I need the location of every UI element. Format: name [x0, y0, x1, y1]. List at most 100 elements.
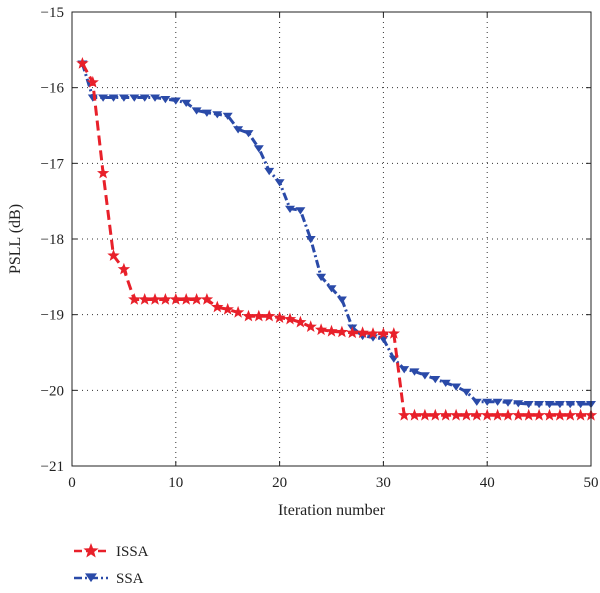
data-point-ssa	[212, 111, 223, 119]
data-point-issa	[501, 408, 515, 421]
y-tick-label: −15	[41, 5, 64, 21]
data-point-ssa	[170, 97, 181, 105]
legend-marker-issa	[83, 543, 99, 558]
data-point-ssa	[544, 401, 555, 409]
legend-marker-ssa	[85, 573, 97, 583]
data-point-ssa	[139, 94, 150, 102]
data-point-issa	[429, 408, 442, 421]
data-point-issa	[128, 293, 141, 305]
y-tick-label: −17	[41, 156, 65, 172]
data-point-issa	[314, 323, 328, 336]
data-point-issa	[273, 311, 286, 323]
data-point-issa	[491, 408, 504, 421]
series-issa	[76, 57, 598, 421]
axis-ticks: 0 10 20 30 40 50 −15 −16 −17 −18 −19 −20 −21	[41, 5, 599, 491]
data-point-issa	[211, 300, 224, 313]
data-point-ssa	[409, 368, 420, 376]
data-point-ssa	[118, 94, 129, 102]
data-point-ssa	[461, 388, 472, 397]
data-point-ssa	[233, 126, 244, 134]
data-point-ssa	[565, 401, 576, 409]
data-point-issa	[86, 75, 99, 88]
data-point-issa	[169, 293, 182, 305]
data-point-issa	[346, 326, 359, 339]
y-tick-label: −19	[41, 308, 64, 324]
data-point-issa	[190, 293, 203, 305]
y-axis-label: PSLL (dB)	[7, 204, 24, 274]
data-point-issa	[387, 327, 400, 339]
data-point-issa	[522, 408, 535, 421]
data-point-issa	[564, 408, 577, 421]
data-point-issa	[221, 302, 234, 315]
data-point-ssa	[399, 366, 410, 374]
legend: ISSA SSA	[74, 543, 149, 587]
data-point-issa	[148, 293, 162, 305]
data-point-issa	[574, 408, 587, 421]
data-point-issa	[107, 249, 120, 261]
data-point-issa	[377, 327, 390, 339]
x-tick-label: 40	[480, 475, 495, 491]
data-point-issa	[159, 293, 172, 305]
data-point-issa	[231, 305, 245, 318]
data-point-ssa	[129, 94, 140, 102]
data-point-ssa	[201, 109, 212, 117]
plot-frame	[71, 11, 592, 467]
grid-lines	[72, 12, 591, 466]
data-point-issa	[449, 408, 463, 421]
data-point-issa	[470, 408, 483, 421]
data-point-ssa	[575, 401, 586, 409]
data-point-ssa	[523, 401, 534, 409]
x-tick-label: 50	[584, 475, 599, 491]
series-layer	[76, 57, 598, 421]
data-point-issa	[512, 408, 525, 421]
data-point-ssa	[295, 207, 306, 215]
data-point-ssa	[181, 99, 192, 107]
data-point-issa	[200, 293, 214, 305]
data-point-issa	[408, 408, 421, 421]
data-point-ssa	[430, 376, 441, 384]
data-point-ssa	[482, 398, 493, 406]
x-tick-label: 10	[168, 475, 183, 491]
data-point-ssa	[326, 285, 337, 293]
data-point-ssa	[440, 379, 451, 387]
y-tick-label: −20	[41, 383, 64, 399]
y-tick-label: −18	[41, 232, 64, 248]
data-point-issa	[117, 262, 131, 275]
data-point-issa	[398, 408, 411, 421]
data-point-ssa	[336, 296, 347, 304]
data-point-issa	[263, 309, 276, 322]
data-point-ssa	[419, 372, 430, 380]
data-point-issa	[283, 312, 297, 325]
data-point-ssa	[285, 205, 295, 213]
y-tick-label: −16	[41, 81, 65, 97]
x-tick-label: 20	[272, 475, 287, 491]
data-point-issa	[76, 57, 89, 69]
data-point-ssa	[98, 94, 109, 102]
y-tick-label: −21	[41, 459, 64, 475]
data-point-ssa	[160, 96, 171, 104]
data-point-ssa	[274, 179, 285, 187]
data-point-issa	[97, 166, 110, 179]
data-point-ssa	[264, 167, 275, 176]
data-point-issa	[304, 320, 317, 332]
data-point-ssa	[305, 236, 316, 244]
data-point-issa	[543, 408, 556, 421]
data-point-issa	[439, 408, 452, 421]
data-point-issa	[242, 309, 255, 322]
data-point-ssa	[253, 145, 264, 153]
legend-item-ssa: SSA	[74, 571, 144, 587]
data-point-issa	[532, 408, 546, 421]
data-point-issa	[418, 408, 432, 421]
data-point-issa	[356, 326, 369, 339]
data-point-ssa	[243, 130, 254, 138]
x-axis-label: Iteration number	[278, 502, 386, 519]
data-point-ssa	[451, 383, 462, 391]
legend-item-issa: ISSA	[74, 543, 149, 560]
data-point-issa	[138, 293, 151, 305]
legend-label-ssa: SSA	[116, 571, 144, 587]
data-point-ssa	[492, 398, 503, 406]
data-point-issa	[366, 327, 380, 339]
series-line-ssa	[80, 63, 591, 406]
series-ssa	[77, 60, 596, 409]
